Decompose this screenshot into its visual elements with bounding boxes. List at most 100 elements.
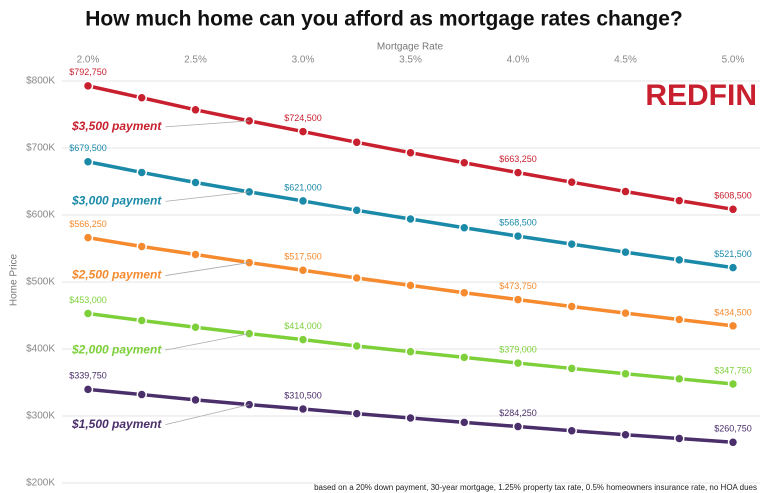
data-point — [512, 167, 524, 178]
x-tick-label: 2.0% — [77, 55, 100, 66]
data-point — [566, 425, 577, 436]
leader-line — [165, 120, 250, 128]
data-point — [459, 222, 470, 233]
data-point — [727, 262, 739, 273]
value-label: $260,750 — [714, 424, 752, 434]
data-point — [190, 177, 201, 188]
data-point — [297, 265, 309, 276]
data-point — [405, 147, 416, 158]
value-label: $339,750 — [69, 371, 107, 381]
y-tick-label: $600K — [26, 210, 55, 221]
data-point — [459, 287, 470, 298]
y-tick-label: $700K — [26, 143, 55, 154]
data-point — [82, 384, 94, 395]
value-label: $724,500 — [284, 113, 322, 123]
data-point — [82, 308, 94, 319]
data-point — [136, 241, 147, 252]
value-label: $347,750 — [714, 365, 752, 375]
data-point — [674, 373, 685, 385]
data-point — [566, 238, 577, 250]
data-point — [727, 437, 739, 448]
logo: REDFIN — [645, 79, 757, 112]
data-point — [512, 421, 524, 432]
y-tick-label: $200K — [26, 478, 55, 489]
y-tick-label: $400K — [26, 344, 55, 355]
data-point — [405, 213, 416, 225]
value-label: $434,500 — [714, 307, 752, 317]
data-point — [297, 126, 309, 137]
value-label: $414,000 — [284, 321, 322, 331]
data-point — [727, 320, 739, 332]
footnote: based on a 20% down payment, 30-year mor… — [314, 483, 757, 492]
data-point — [566, 176, 577, 188]
leader-line — [165, 404, 250, 425]
x-tick-label: 4.5% — [614, 55, 637, 66]
y-axis-label: Home Price — [9, 253, 20, 306]
value-label: $568,500 — [499, 217, 537, 227]
data-point — [512, 294, 524, 305]
value-label: $379,000 — [499, 344, 537, 354]
x-tick-label: 5.0% — [722, 55, 745, 66]
data-point — [82, 156, 94, 167]
x-tick-label: 4.0% — [507, 55, 530, 66]
data-point — [512, 230, 524, 242]
legend-label: $1,500 payment — [71, 417, 162, 431]
value-label: $453,000 — [69, 295, 107, 305]
value-label: $663,250 — [499, 154, 537, 164]
data-point — [405, 412, 416, 424]
data-point — [459, 352, 470, 363]
value-label: $473,750 — [499, 281, 537, 291]
leader-line — [165, 262, 250, 276]
value-label: $566,250 — [69, 219, 107, 229]
value-label: $310,500 — [284, 390, 322, 400]
leader-line — [165, 191, 250, 202]
data-point — [566, 363, 577, 374]
data-point — [727, 378, 739, 390]
value-label: $608,500 — [714, 191, 752, 201]
data-point — [620, 307, 631, 319]
data-point — [297, 195, 309, 207]
data-point — [136, 167, 147, 178]
data-point — [674, 195, 685, 206]
data-point — [351, 205, 362, 216]
data-point — [351, 272, 362, 284]
data-point — [405, 280, 416, 291]
data-point — [351, 408, 362, 419]
data-point — [297, 334, 309, 345]
value-label: $621,000 — [284, 182, 322, 192]
x-axis-label: Mortgage Rate — [377, 42, 444, 53]
data-point — [674, 433, 685, 444]
data-point — [136, 389, 147, 400]
legend-label: $3,500 payment — [71, 119, 162, 133]
legend-label: $2,500 payment — [71, 268, 162, 282]
data-point — [620, 186, 631, 197]
data-point — [136, 315, 147, 326]
data-point — [190, 249, 201, 260]
data-point — [512, 357, 524, 369]
data-point — [727, 204, 739, 215]
data-point — [674, 254, 685, 266]
x-tick-label: 2.5% — [184, 55, 207, 66]
value-label: $284,250 — [499, 408, 537, 418]
data-point — [136, 92, 147, 103]
chart-title: How much home can you afford as mortgage… — [85, 8, 682, 31]
value-label: $517,500 — [284, 252, 322, 262]
data-point — [620, 368, 631, 380]
data-point — [674, 314, 685, 325]
data-point — [620, 246, 631, 258]
data-point — [190, 394, 201, 406]
data-point — [190, 321, 201, 333]
y-tick-label: $800K — [26, 76, 55, 87]
x-tick-label: 3.5% — [399, 55, 422, 66]
data-point — [351, 137, 362, 148]
y-tick-label: $500K — [26, 277, 55, 288]
legend-label: $2,000 payment — [71, 342, 162, 356]
data-point — [351, 340, 362, 352]
data-point — [297, 403, 309, 415]
legend-label: $3,000 payment — [71, 194, 162, 208]
value-label: $521,500 — [714, 249, 752, 259]
data-point — [620, 429, 631, 441]
data-point — [405, 346, 416, 357]
